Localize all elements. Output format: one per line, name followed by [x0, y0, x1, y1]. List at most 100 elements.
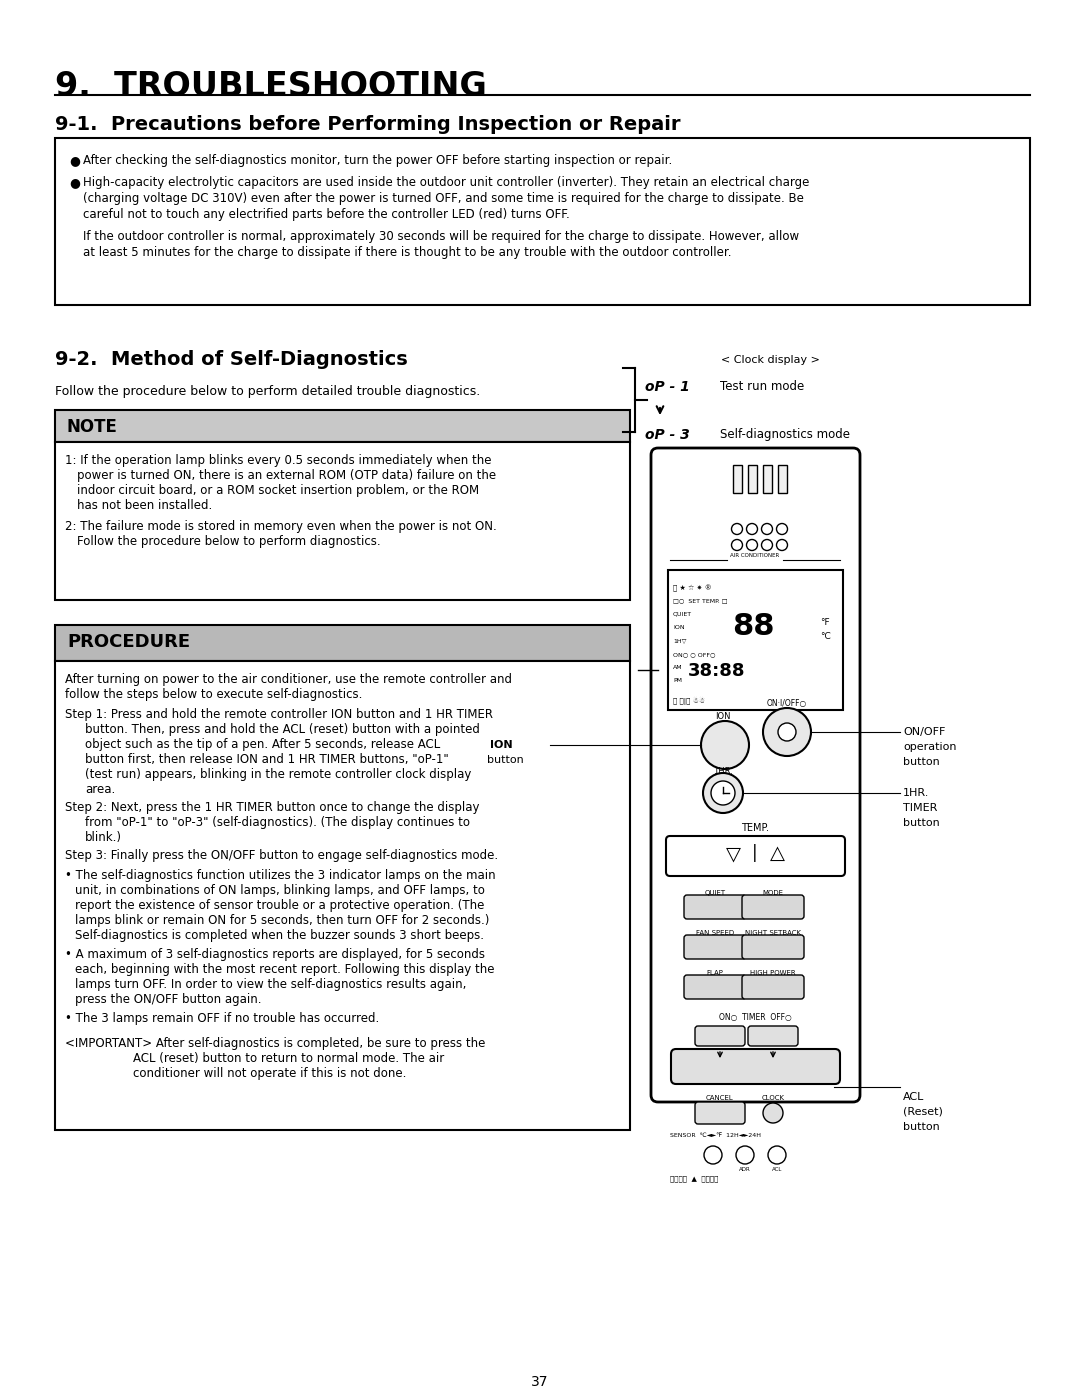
- Text: 1H▽: 1H▽: [673, 638, 687, 643]
- FancyBboxPatch shape: [651, 448, 860, 1102]
- Text: SENSOR  ℃◄►℉  12H◄►24H: SENSOR ℃◄►℉ 12H◄►24H: [670, 1133, 761, 1139]
- Text: ION: ION: [715, 712, 731, 721]
- Text: indoor circuit board, or a ROM socket insertion problem, or the ROM: indoor circuit board, or a ROM socket in…: [77, 483, 480, 497]
- FancyBboxPatch shape: [684, 895, 746, 919]
- Text: power is turned ON, there is an external ROM (OTP data) failure on the: power is turned ON, there is an external…: [77, 469, 496, 482]
- Text: △: △: [769, 844, 784, 863]
- Text: 37: 37: [531, 1375, 549, 1389]
- Bar: [55, 441, 630, 599]
- Text: High-capacity electrolytic capacitors are used inside the outdoor unit controlle: High-capacity electrolytic capacitors ar…: [83, 176, 809, 189]
- Text: °F: °F: [820, 617, 829, 627]
- Text: 9.  TROUBLESHOOTING: 9. TROUBLESHOOTING: [55, 70, 487, 103]
- Text: FAN SPEED: FAN SPEED: [696, 930, 734, 936]
- Text: Ⓐ 風|Ⓐ ☃☃: Ⓐ 風|Ⓐ ☃☃: [673, 696, 705, 704]
- Text: If the outdoor controller is normal, approximately 30 seconds will be required f: If the outdoor controller is normal, app…: [83, 231, 799, 243]
- Text: (test run) appears, blinking in the remote controller clock display: (test run) appears, blinking in the remo…: [85, 768, 471, 781]
- Circle shape: [761, 539, 772, 550]
- Bar: [55, 409, 630, 441]
- Bar: [55, 661, 630, 1130]
- Circle shape: [731, 539, 743, 550]
- Text: follow the steps below to execute self-diagnostics.: follow the steps below to execute self-d…: [65, 687, 363, 701]
- Text: PM: PM: [673, 678, 681, 683]
- Circle shape: [777, 524, 787, 535]
- Bar: [778, 465, 787, 493]
- FancyBboxPatch shape: [748, 1025, 798, 1046]
- Text: < Clock display >: < Clock display >: [720, 355, 820, 365]
- Text: object such as the tip of a pen. After 5 seconds, release ACL: object such as the tip of a pen. After 5…: [85, 738, 441, 752]
- Circle shape: [762, 708, 811, 756]
- Circle shape: [746, 524, 757, 535]
- Text: operation: operation: [903, 742, 957, 752]
- Text: • The 3 lamps remain OFF if no trouble has occurred.: • The 3 lamps remain OFF if no trouble h…: [65, 1011, 379, 1025]
- Text: area.: area.: [85, 782, 116, 796]
- Text: NOTE: NOTE: [67, 418, 118, 436]
- Text: After turning on power to the air conditioner, use the remote controller and: After turning on power to the air condit…: [65, 673, 512, 686]
- Text: ACL: ACL: [903, 1092, 924, 1102]
- Text: Follow the procedure below to perform diagnostics.: Follow the procedure below to perform di…: [77, 535, 380, 548]
- Circle shape: [777, 539, 787, 550]
- Text: ION: ION: [673, 624, 685, 630]
- Text: Step 3: Finally press the ON/OFF button to engage self-diagnostics mode.: Step 3: Finally press the ON/OFF button …: [65, 849, 498, 862]
- Text: AM: AM: [673, 665, 683, 671]
- Bar: [55, 138, 1030, 305]
- Text: AIR CONDITIONER: AIR CONDITIONER: [730, 553, 780, 557]
- Text: report the existence of sensor trouble or a protective operation. (The: report the existence of sensor trouble o…: [75, 900, 484, 912]
- Text: lamps blink or remain ON for 5 seconds, then turn OFF for 2 seconds.): lamps blink or remain ON for 5 seconds, …: [75, 914, 489, 928]
- Text: TIMER: TIMER: [903, 803, 937, 813]
- Text: from "oP-1" to "oP-3" (self-diagnostics). (The display continues to: from "oP-1" to "oP-3" (self-diagnostics)…: [85, 816, 470, 828]
- Text: HIGH POWER: HIGH POWER: [751, 970, 796, 977]
- Text: QUIET: QUIET: [704, 890, 726, 895]
- Text: oP - 3: oP - 3: [645, 427, 690, 441]
- Bar: [55, 624, 630, 661]
- Text: unit, in combinations of ON lamps, blinking lamps, and OFF lamps, to: unit, in combinations of ON lamps, blink…: [75, 884, 485, 897]
- Text: Self-diagnostics is completed when the buzzer sounds 3 short beeps.: Self-diagnostics is completed when the b…: [75, 929, 484, 942]
- Text: 1HR.: 1HR.: [903, 788, 930, 798]
- Text: MODE: MODE: [762, 890, 783, 895]
- Text: ION: ION: [490, 740, 513, 750]
- Text: (charging voltage DC 310V) even after the power is turned OFF, and some time is : (charging voltage DC 310V) even after th…: [83, 191, 804, 205]
- Text: TEMP.: TEMP.: [741, 823, 769, 833]
- Text: Self-diagnostics mode: Self-diagnostics mode: [720, 427, 850, 441]
- Text: lamps turn OFF. In order to view the self-diagnostics results again,: lamps turn OFF. In order to view the sel…: [75, 978, 467, 990]
- Text: has not been installed.: has not been installed.: [77, 499, 213, 511]
- Text: oP - 1: oP - 1: [645, 380, 690, 394]
- Text: ●: ●: [69, 154, 80, 168]
- FancyBboxPatch shape: [684, 975, 746, 999]
- Text: Step 1: Press and hold the remote controller ION button and 1 HR TIMER: Step 1: Press and hold the remote contro…: [65, 708, 492, 721]
- Text: ON○ ○ OFF○: ON○ ○ OFF○: [673, 652, 715, 657]
- Text: PROCEDURE: PROCEDURE: [67, 633, 190, 651]
- Text: 88: 88: [732, 612, 774, 641]
- Bar: [762, 465, 772, 493]
- Text: 9-1.  Precautions before Performing Inspection or Repair: 9-1. Precautions before Performing Inspe…: [55, 115, 680, 134]
- Circle shape: [735, 1146, 754, 1164]
- Text: Ⓐ ★ ☆ ✷ ®: Ⓐ ★ ☆ ✷ ®: [673, 585, 712, 592]
- Text: 1: If the operation lamp blinks every 0.5 seconds immediately when the: 1: If the operation lamp blinks every 0.…: [65, 454, 491, 467]
- Text: careful not to touch any electrified parts before the controller LED (red) turns: careful not to touch any electrified par…: [83, 208, 570, 221]
- Text: <IMPORTANT> After self-diagnostics is completed, be sure to press the: <IMPORTANT> After self-diagnostics is co…: [65, 1037, 485, 1051]
- Bar: [748, 465, 757, 493]
- FancyBboxPatch shape: [696, 1025, 745, 1046]
- FancyBboxPatch shape: [671, 1049, 840, 1084]
- Text: ADR: ADR: [739, 1166, 751, 1172]
- Bar: [669, 570, 843, 710]
- FancyBboxPatch shape: [742, 975, 804, 999]
- Text: Follow the procedure below to perform detailed trouble diagnostics.: Follow the procedure below to perform de…: [55, 386, 481, 398]
- Text: each, beginning with the most recent report. Following this display the: each, beginning with the most recent rep…: [75, 963, 495, 977]
- Text: ▽: ▽: [726, 844, 741, 863]
- Text: ●: ●: [69, 176, 80, 189]
- Text: QUIET: QUIET: [673, 612, 692, 617]
- Text: |: |: [752, 844, 758, 862]
- FancyBboxPatch shape: [742, 895, 804, 919]
- Text: °C: °C: [820, 631, 831, 641]
- Text: • A maximum of 3 self-diagnostics reports are displayed, for 5 seconds: • A maximum of 3 self-diagnostics report…: [65, 949, 485, 961]
- Bar: [733, 465, 742, 493]
- Circle shape: [703, 773, 743, 813]
- Circle shape: [746, 539, 757, 550]
- Text: (Reset): (Reset): [903, 1106, 943, 1118]
- Circle shape: [762, 1104, 783, 1123]
- Text: CANCEL: CANCEL: [706, 1095, 734, 1101]
- Circle shape: [761, 524, 772, 535]
- Text: Test run mode: Test run mode: [720, 380, 805, 393]
- Text: NIGHT SETBACK: NIGHT SETBACK: [745, 930, 801, 936]
- Text: After checking the self-diagnostics monitor, turn the power OFF before starting : After checking the self-diagnostics moni…: [83, 154, 672, 168]
